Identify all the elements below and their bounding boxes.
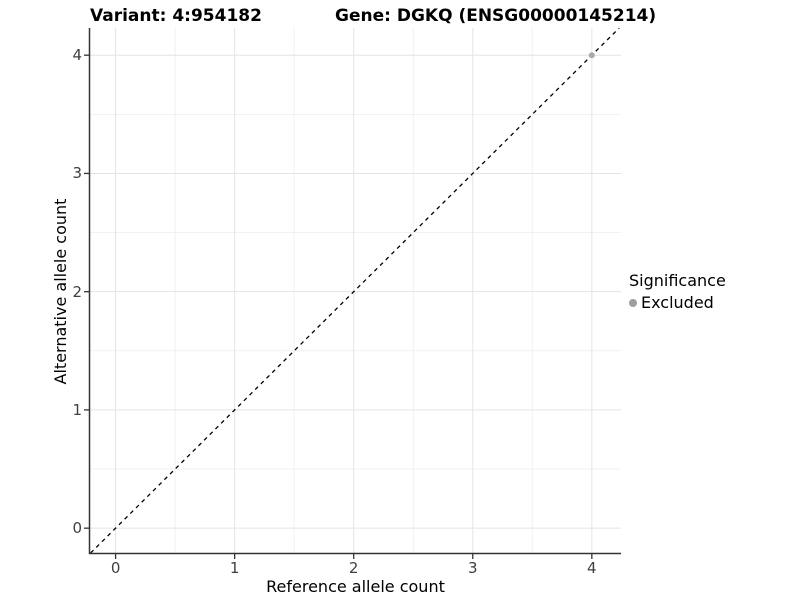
legend-entry-excluded: Excluded [629, 293, 726, 312]
legend-title: Significance [629, 271, 726, 290]
y-tick-label: 1 [72, 400, 82, 419]
identity-dashed-line [90, 28, 620, 553]
plot-title-gene: Gene: DGKQ (ENSG00000145214) [335, 6, 657, 26]
x-axis-title: Reference allele count [266, 577, 445, 596]
legend-entry-label: Excluded [641, 293, 714, 312]
y-tick-label: 3 [72, 164, 82, 183]
x-tick-label: 1 [229, 559, 240, 577]
x-tick-label: 3 [467, 559, 478, 577]
y-tick-label: 4 [72, 46, 82, 65]
y-axis-title: Alternative allele count [51, 198, 70, 385]
x-tick-label: 4 [587, 559, 597, 577]
legend: Significance Excluded [629, 271, 726, 312]
y-tick-label: 2 [72, 282, 82, 301]
plot-title-variant: Variant: 4:954182 [90, 6, 262, 26]
y-tick-label: 0 [72, 519, 82, 538]
legend-point-icon [629, 298, 637, 307]
data-point-excluded [588, 52, 595, 59]
x-tick-label: 0 [110, 559, 121, 577]
x-tick-label: 2 [348, 559, 359, 577]
